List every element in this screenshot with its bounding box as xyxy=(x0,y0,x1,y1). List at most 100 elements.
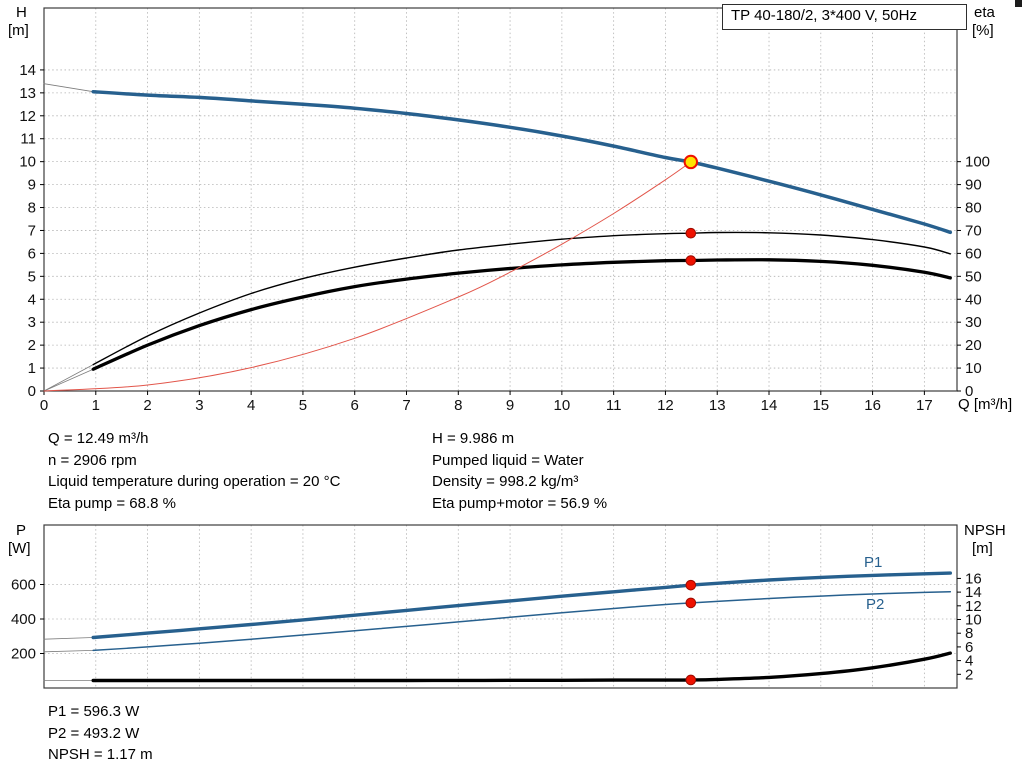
eta-pump-curve xyxy=(92,231,951,366)
right-tick-label: 6 xyxy=(965,639,973,656)
x-tick-label: 3 xyxy=(195,397,203,414)
operating-data-left: Q = 12.49 m³/h n = 2906 rpm Liquid tempe… xyxy=(48,428,340,514)
x-tick-label: 9 xyxy=(506,397,514,414)
p1-curve-label: P1 xyxy=(864,554,883,571)
left-tick-label: 2 xyxy=(28,337,36,354)
eta-axis-unit: [%] xyxy=(972,22,994,39)
right-tick-label: 2 xyxy=(965,666,973,683)
p1-curve xyxy=(91,571,952,640)
right-tick-label: 12 xyxy=(965,598,982,615)
left-tick-label: 11 xyxy=(20,131,36,148)
p1-point-marker xyxy=(685,579,697,591)
right-tick-label: 80 xyxy=(965,200,982,217)
head-value-line: H = 9.986 m xyxy=(432,430,515,447)
x-tick-label: 0 xyxy=(40,397,48,414)
x-tick-label: 7 xyxy=(402,397,410,414)
left-tick-label: 200 xyxy=(11,646,36,663)
x-tick-label: 6 xyxy=(351,397,359,414)
right-tick-label: 20 xyxy=(965,337,982,354)
p-axis-unit: [W] xyxy=(8,540,31,557)
left-tick-label: 600 xyxy=(11,577,36,594)
x-tick-label: 10 xyxy=(554,397,571,414)
eta-pump-point-marker xyxy=(685,227,697,239)
q-value-line: Q = 12.49 m³/h xyxy=(48,430,149,447)
left-tick-label: 9 xyxy=(28,177,36,194)
npsh-value-line: NPSH = 1.17 m xyxy=(48,746,153,763)
eta-pump-motor-point-marker xyxy=(685,255,697,266)
power-data-block: P1 = 596.3 W P2 = 493.2 W NPSH = 1.17 m xyxy=(48,701,153,766)
duty-point-marker[interactable] xyxy=(683,154,699,170)
q-axis-title: Q [m³/h] xyxy=(958,396,1013,413)
right-tick-label: 14 xyxy=(965,584,982,601)
hq-eta-chart: 0123456789101112131401020304050607080901… xyxy=(19,7,990,414)
x-tick-label: 14 xyxy=(761,397,778,414)
p-axis-title: P xyxy=(16,522,27,539)
right-tick-label: 10 xyxy=(965,612,982,629)
right-tick-label: 4 xyxy=(965,653,973,670)
right-tick-label: 16 xyxy=(965,570,982,587)
x-tick-label: 1 xyxy=(92,397,100,414)
p2-curve-label: P2 xyxy=(866,596,885,613)
plot-frame xyxy=(43,524,958,689)
x-tick-label: 16 xyxy=(864,397,881,414)
eta-pump-motor-lead-curve xyxy=(43,368,94,392)
eta-pump-lead-curve xyxy=(43,364,94,392)
left-tick-label: 14 xyxy=(19,62,36,79)
npsh-axis-unit: [m] xyxy=(972,540,993,557)
left-tick-label: 3 xyxy=(28,314,36,331)
p2-curve xyxy=(92,591,952,652)
right-tick-label: 90 xyxy=(965,177,982,194)
left-tick-label: 12 xyxy=(19,108,36,125)
eta-axis-title: eta xyxy=(974,4,995,21)
x-tick-label: 4 xyxy=(247,397,255,414)
left-tick-label: 5 xyxy=(28,268,36,285)
h-axis-title: H xyxy=(16,4,27,21)
left-tick-label: 6 xyxy=(28,245,36,262)
right-tick-label: 10 xyxy=(965,360,982,377)
eta-pump-motor-line: Eta pump+motor = 56.9 % xyxy=(432,494,608,512)
eta-pump-line: Eta pump = 68.8 % xyxy=(48,494,176,512)
right-tick-label: 70 xyxy=(965,222,982,239)
left-tick-label: 4 xyxy=(28,291,36,308)
right-tick-label: 100 xyxy=(965,154,990,171)
pump-model-title: TP 40-180/2, 3*400 V, 50Hz xyxy=(722,4,967,30)
eta-pump-motor-curve xyxy=(91,258,952,371)
left-tick-label: 0 xyxy=(28,383,36,400)
plot-frame xyxy=(43,7,958,392)
right-tick-label: 50 xyxy=(965,268,982,285)
x-tick-label: 11 xyxy=(606,397,622,414)
operating-data-right: H = 9.986 m Pumped liquid = Water Densit… xyxy=(432,428,607,514)
x-tick-label: 8 xyxy=(454,397,462,414)
left-tick-label: 10 xyxy=(19,154,36,171)
x-tick-label: 12 xyxy=(657,397,674,414)
x-tick-label: 5 xyxy=(299,397,307,414)
npsh-point-marker xyxy=(685,674,697,686)
p1-lead-curve xyxy=(43,637,94,640)
p2-lead-curve xyxy=(43,650,94,653)
density-line: Density = 998.2 kg/m³ xyxy=(432,473,579,490)
left-tick-label: 8 xyxy=(28,200,36,217)
p1-value-line: P1 = 596.3 W xyxy=(48,703,140,720)
pumped-liquid-line: Pumped liquid = Water xyxy=(432,451,584,469)
right-tick-label: 30 xyxy=(965,314,982,331)
corner-mark xyxy=(1015,0,1022,7)
left-tick-label: 400 xyxy=(11,611,36,628)
h-axis-unit: [m] xyxy=(8,22,29,39)
x-tick-label: 17 xyxy=(916,397,933,414)
left-tick-label: 13 xyxy=(19,85,36,102)
npsh-axis-title: NPSH xyxy=(964,522,1006,539)
npsh-curve xyxy=(91,651,952,683)
right-tick-label: 0 xyxy=(965,383,973,400)
left-tick-label: 1 xyxy=(28,360,36,377)
right-tick-label: 40 xyxy=(965,291,982,308)
liquid-temp-line: Liquid temperature during operation = 20… xyxy=(48,473,341,490)
p2-value-line: P2 = 493.2 W xyxy=(48,724,140,742)
x-tick-label: 2 xyxy=(143,397,151,414)
right-tick-label: 60 xyxy=(965,245,982,262)
p2-point-marker xyxy=(685,597,697,609)
head-curve xyxy=(91,89,953,235)
system-curve-curve xyxy=(43,161,692,392)
right-tick-label: 8 xyxy=(965,625,973,642)
left-tick-label: 7 xyxy=(28,222,36,239)
